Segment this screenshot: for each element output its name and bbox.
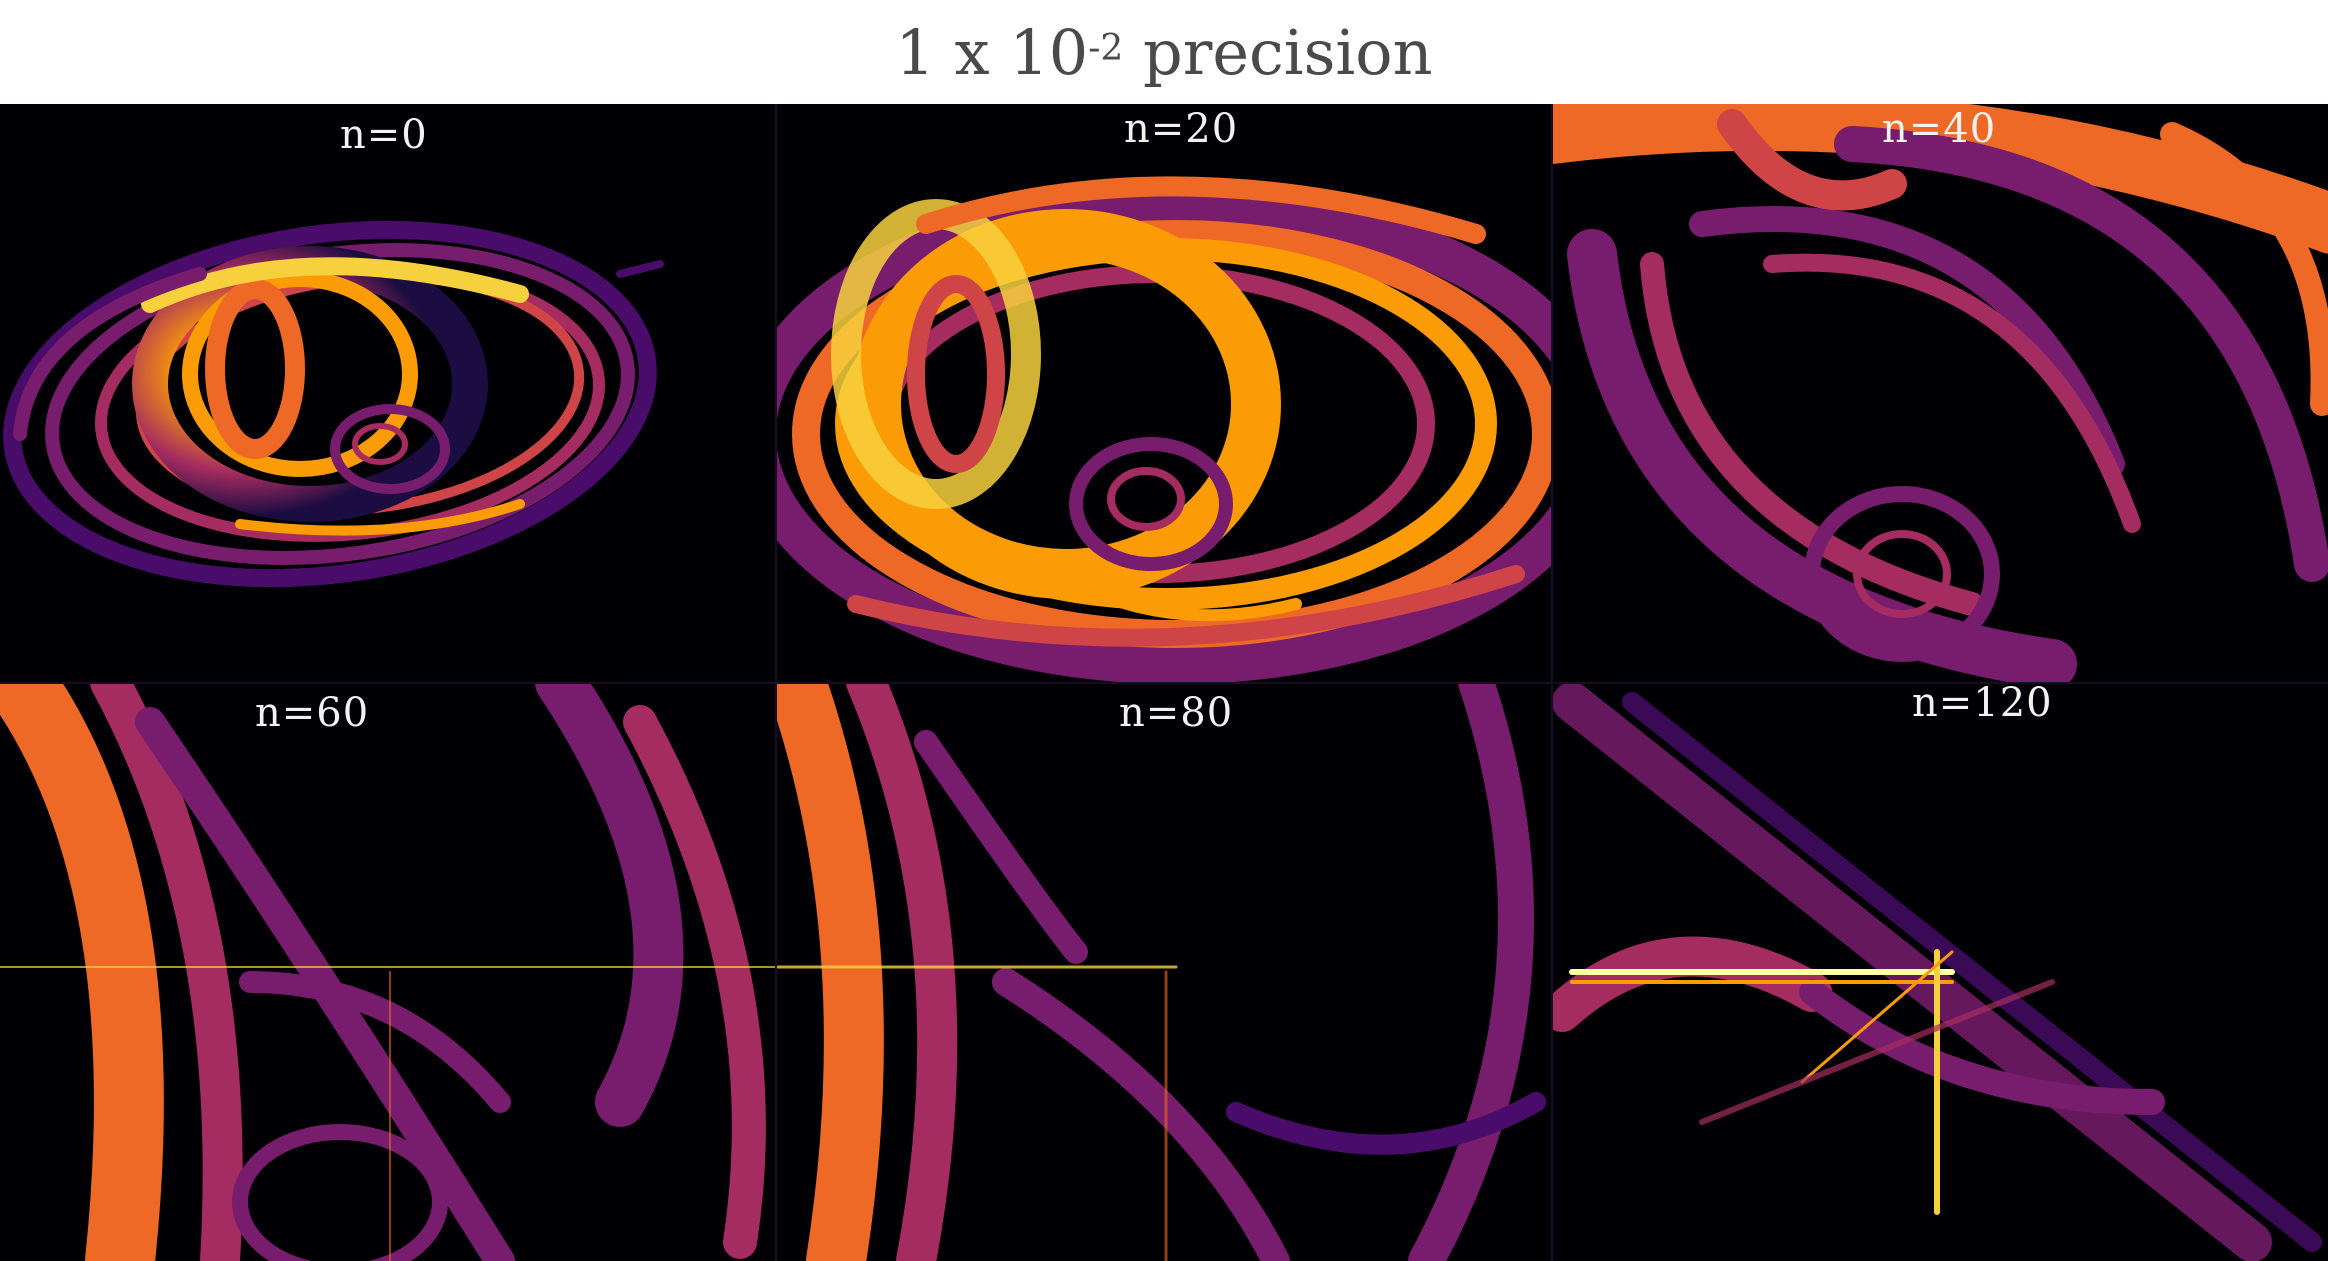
panel-label: n=120 [1912, 682, 2053, 726]
fractal-image-n40 [1552, 104, 2328, 682]
panel-n80: n=80 [776, 682, 1552, 1261]
fractal-image-n20 [776, 176, 1552, 682]
figure-title: 1 x 10 -2 precision [0, 0, 2328, 104]
title-exponent: -2 [1088, 27, 1124, 69]
title-main: 1 x 10 [895, 15, 1089, 89]
panel-divider [0, 682, 2328, 684]
panel-label: n=0 [340, 112, 428, 158]
panel-label: n=80 [1119, 690, 1234, 736]
panel-n0: n=0 [0, 104, 776, 682]
fractal-image-n120 [1552, 682, 2322, 1261]
title-suffix: precision [1123, 15, 1433, 89]
panel-label: n=60 [255, 690, 370, 736]
panel-n20: n=20 [776, 104, 1552, 682]
fractal-image-n0 [3, 220, 664, 588]
panel-n60: n=60 [0, 682, 776, 1261]
panel-label: n=40 [1882, 106, 1997, 152]
panel-label: n=20 [1124, 106, 1239, 152]
fractal-image-n80 [776, 682, 1546, 1261]
fractal-image-n60 [0, 682, 776, 1261]
panel-n120: n=120 [1552, 682, 2328, 1261]
panel-n40: n=40 [1552, 104, 2328, 682]
